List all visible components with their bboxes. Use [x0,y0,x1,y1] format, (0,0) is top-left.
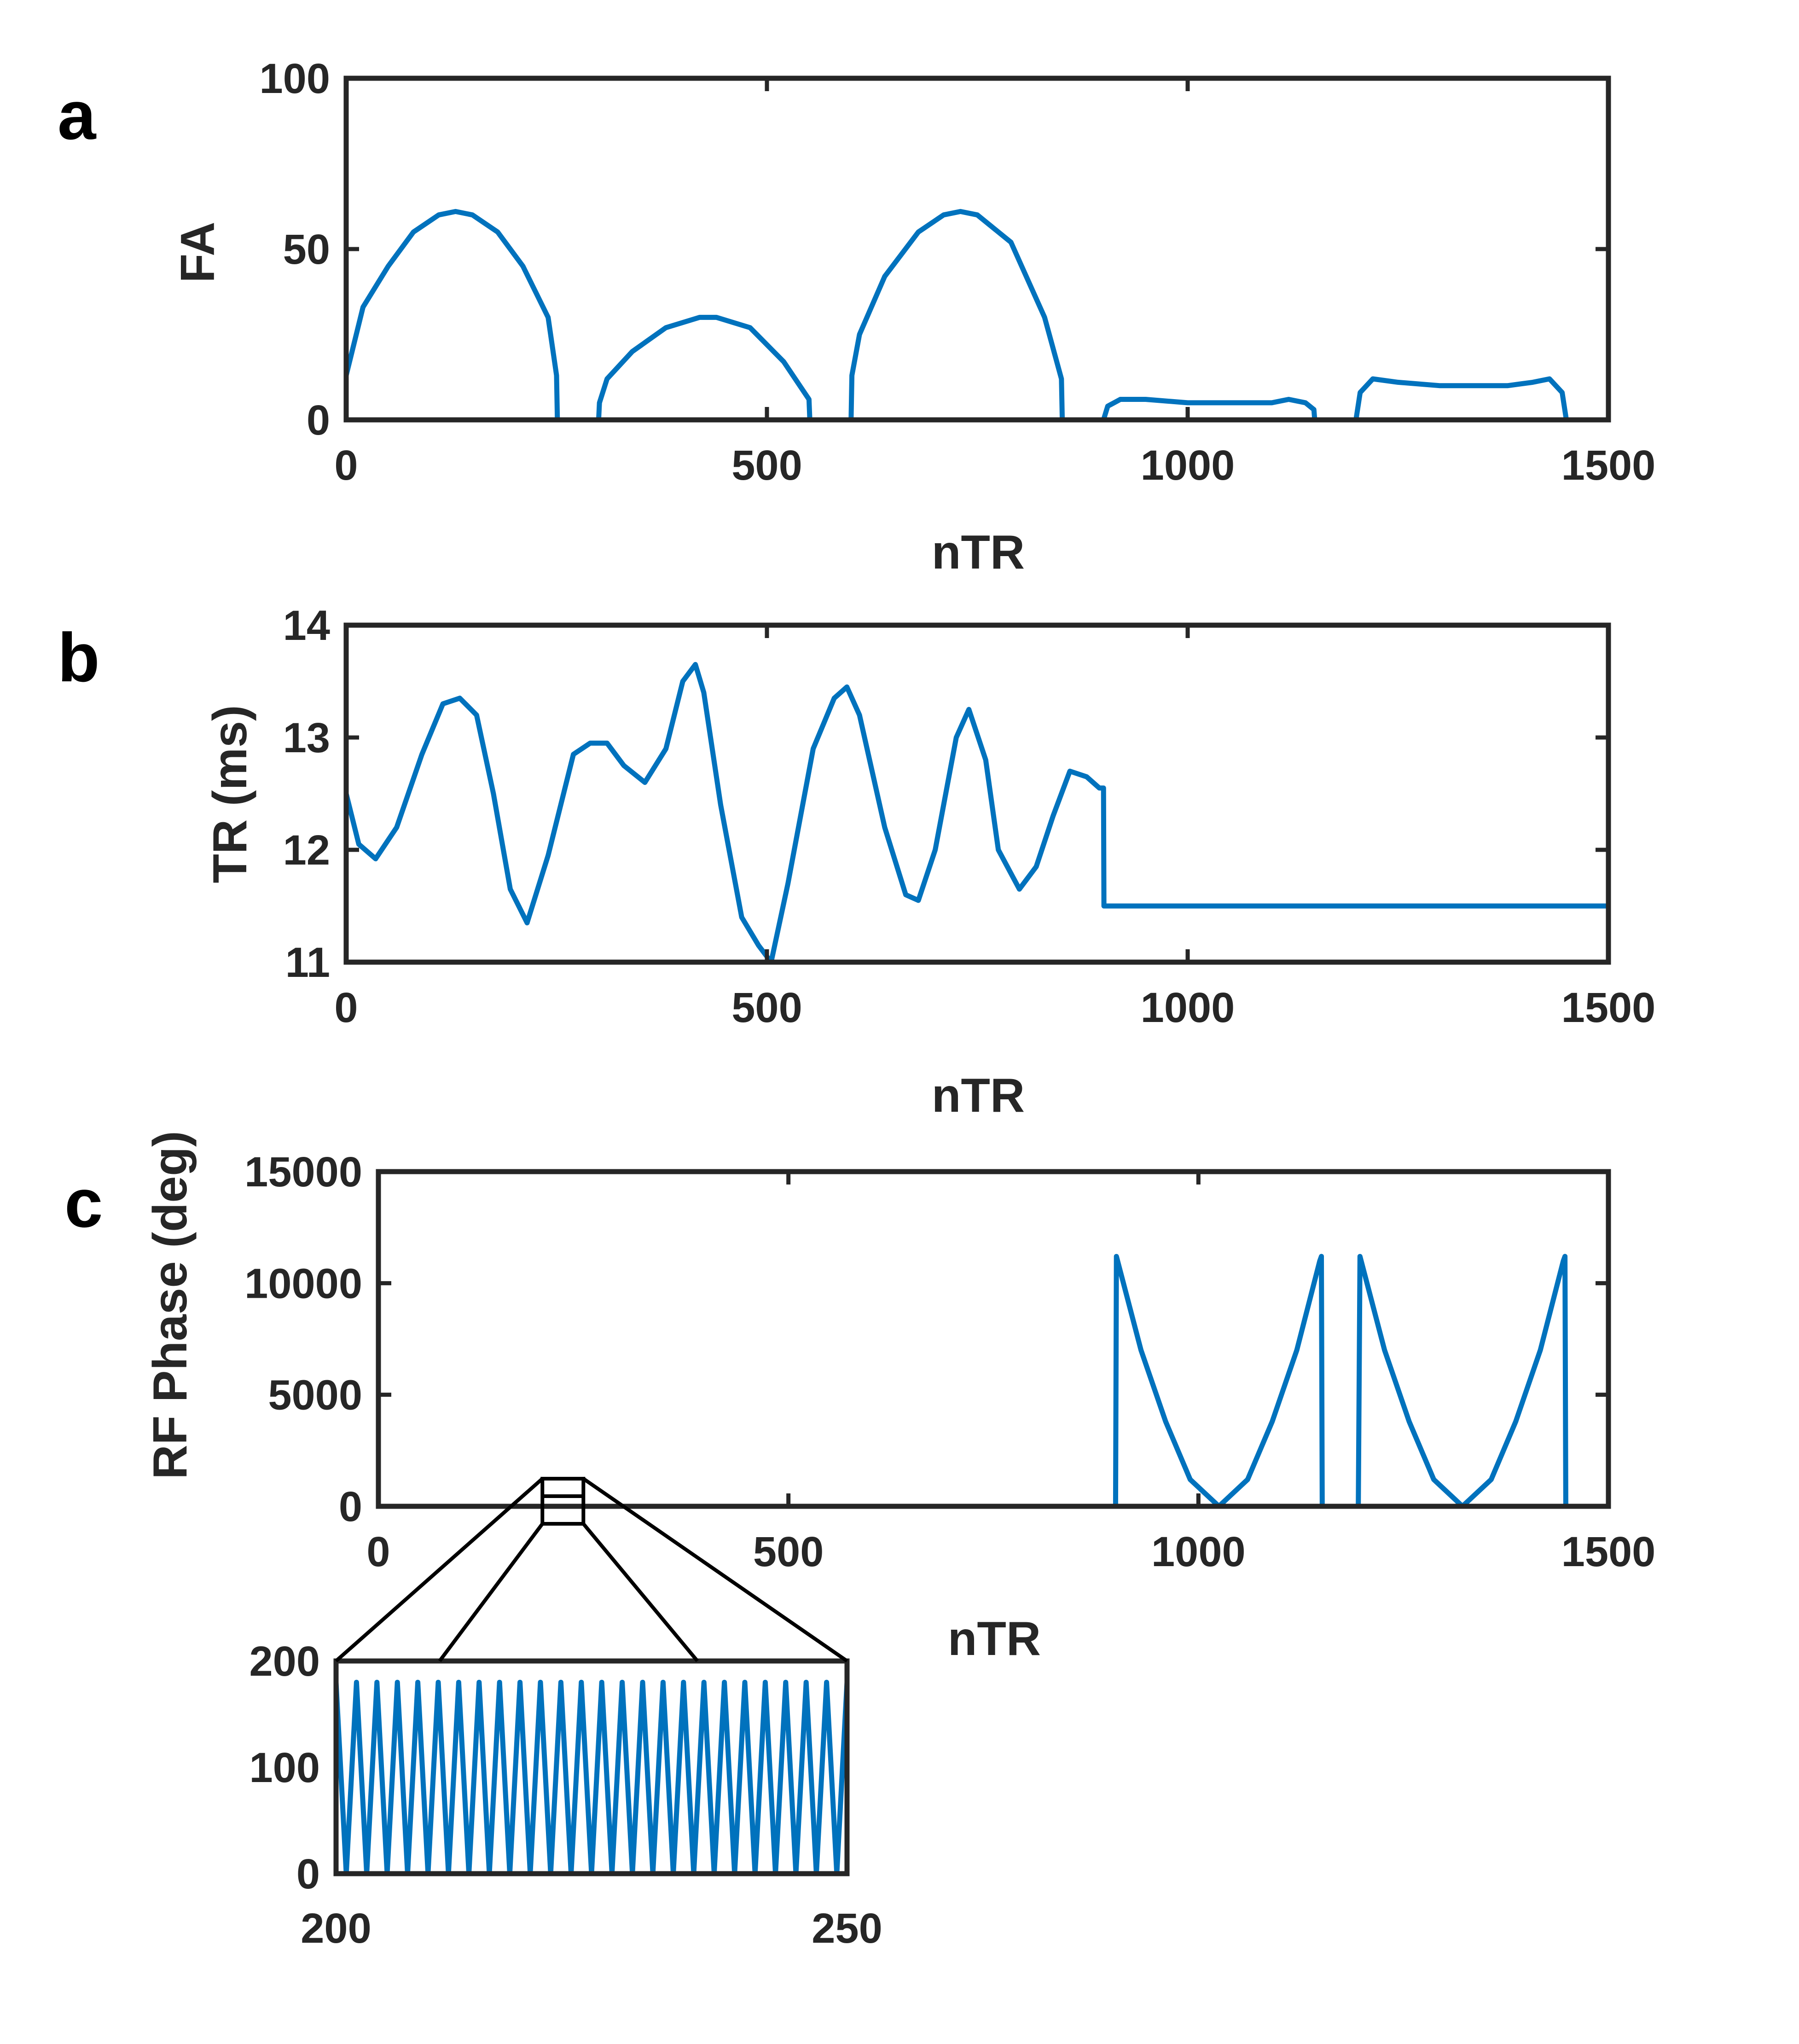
y-tick-label-c: 15000 [244,1149,362,1196]
plot-frame-c-inset [333,1658,850,1876]
series-line-b-0 [343,662,1611,965]
y-tick-label-a: 0 [307,397,330,444]
y-axis-label-rf-phase: RF Phase (deg) [144,1131,197,1480]
y-tick-label-a: 100 [260,55,331,102]
x-tick-label-a: 1000 [1141,442,1235,489]
series-line-c-0 [376,1254,1611,1509]
panel-label-a: a [58,76,97,154]
panel-label-b: b [58,619,100,696]
x-axis-label-ntr: nTR [948,1612,1041,1666]
y-axis-label-fa: FA [171,222,225,283]
x-tick-label-b: 1500 [1561,984,1656,1031]
x-tick-label-a: 1500 [1561,442,1656,489]
y-tick-label-b: 12 [283,827,330,874]
y-tick-label-b: 13 [283,714,330,761]
x-tick-label-c-inset: 250 [812,1905,882,1952]
y-tick-label-b: 14 [283,602,330,649]
plot-frame-a [343,75,1611,423]
x-tick-label-c: 1000 [1151,1528,1246,1575]
y-tick-label-c: 5000 [268,1372,362,1419]
zoom-connector-outer [335,1477,848,1663]
y-tick-label-c: 10000 [244,1260,362,1307]
x-tick-label-c-inset: 200 [301,1905,371,1952]
x-tick-label-b: 1000 [1141,984,1235,1031]
x-tick-label-c: 1500 [1561,1528,1656,1575]
y-tick-label-c: 0 [339,1483,362,1530]
y-tick-label-c-inset: 0 [296,1851,320,1898]
series-line-a-0 [343,209,1611,423]
panel-label-c: c [64,1164,103,1242]
series-line-c-inset-0 [333,1679,850,1876]
y-tick-label-b: 11 [285,939,330,986]
y-tick-label-c-inset: 100 [250,1744,320,1791]
y-axis-label-tr: TR (ms) [203,705,257,883]
y-tick-label-a: 50 [283,226,330,273]
y-tick-label-c-inset: 200 [250,1638,320,1685]
panel-a-fa-chart: a FA nTR 0 500 1000 1500 0 50 100 [58,55,1655,579]
x-axis-label-ntr: nTR [932,526,1025,579]
x-tick-label-c: 0 [366,1528,390,1575]
x-tick-label-a: 500 [731,442,802,489]
x-tick-label-b: 0 [334,984,358,1031]
x-tick-label-a: 0 [334,442,358,489]
plot-frame-b [343,622,1611,965]
x-axis-label-ntr: nTR [932,1069,1025,1122]
panel-c-zoom-inset: 200 250 0 100 200 [250,1477,882,1952]
x-tick-label-b: 500 [731,984,802,1031]
panel-c-rf-phase-chart: c RF Phase (deg) nTR 0 500 1000 15000500010… [64,1131,1655,1666]
panel-b-tr-chart: b TR (ms) nTR 0 500 1000 1500 11 12 13 14 [58,602,1655,1122]
zoom-region-box [540,1477,586,1526]
zoom-connector-inner [438,1522,699,1662]
x-tick-label-c: 500 [753,1528,824,1575]
plot-frame-c [376,1169,1611,1509]
